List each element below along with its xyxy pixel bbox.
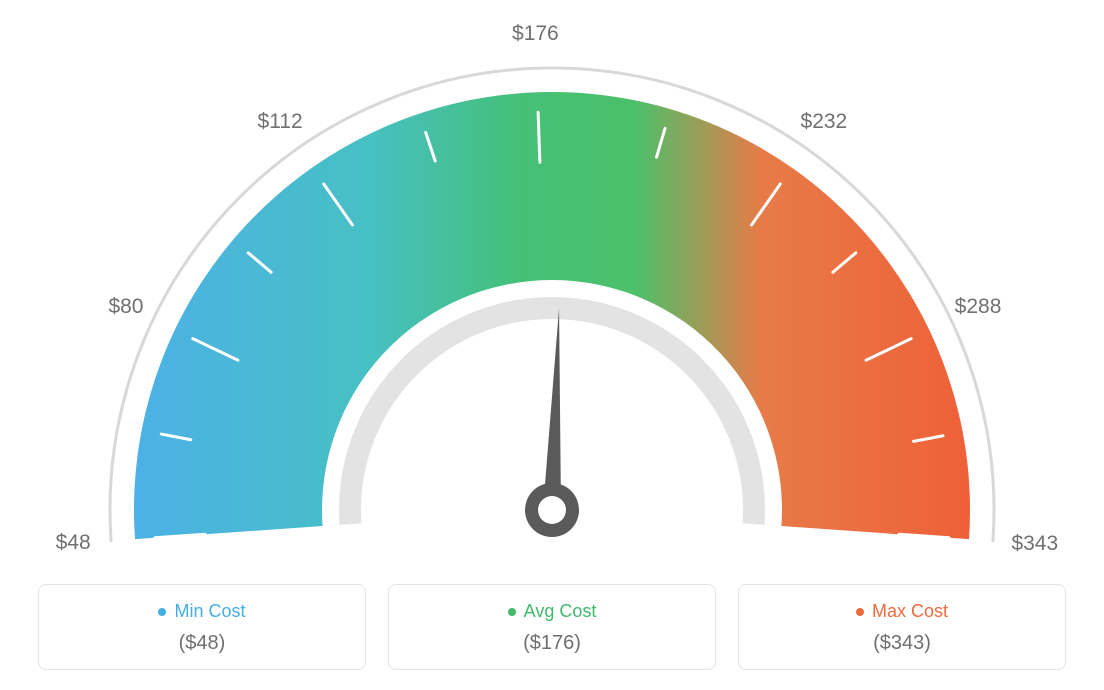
gauge-area: $48 $80 $112 $176 $232 $288 $343 — [0, 0, 1104, 560]
legend-label: Min Cost — [174, 601, 245, 622]
gauge-tick-label: $48 — [56, 531, 91, 555]
legend-card-avg: Avg Cost ($176) — [388, 584, 716, 670]
gauge-tick-label: $288 — [955, 295, 1002, 319]
gauge-svg — [0, 0, 1104, 560]
legend-label: Max Cost — [872, 601, 948, 622]
legend-card-min: Min Cost ($48) — [38, 584, 366, 670]
legend-value-avg: ($176) — [399, 632, 705, 655]
chart-container: $48 $80 $112 $176 $232 $288 $343 Min Cost ($48… — [0, 0, 1104, 690]
gauge-tick-label: $80 — [108, 295, 143, 319]
legend-card-max: Max Cost ($343) — [738, 584, 1066, 670]
gauge-tick-label: $232 — [801, 110, 848, 134]
legend-row: Min Cost ($48) Avg Cost ($176) Max Cost … — [38, 584, 1066, 670]
legend-title-avg: Avg Cost — [508, 601, 597, 622]
dot-icon — [508, 608, 516, 616]
gauge-tick-label: $343 — [1011, 532, 1058, 556]
legend-title-min: Min Cost — [158, 601, 245, 622]
gauge-tick-label: $176 — [512, 22, 559, 46]
legend-value-min: ($48) — [49, 632, 355, 655]
legend-label: Avg Cost — [524, 601, 597, 622]
dot-icon — [158, 608, 166, 616]
legend-title-max: Max Cost — [856, 601, 948, 622]
gauge-tick-label: $112 — [258, 110, 303, 134]
dot-icon — [856, 608, 864, 616]
legend-value-max: ($343) — [749, 632, 1055, 655]
